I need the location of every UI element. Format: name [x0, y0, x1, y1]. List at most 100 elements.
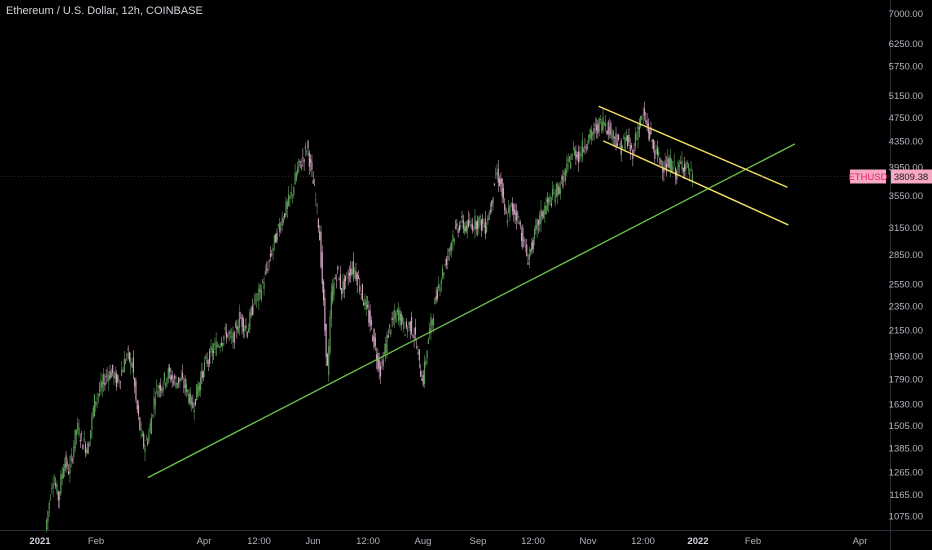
candle-body: [143, 433, 145, 448]
candle-body: [563, 172, 565, 176]
candle-body: [84, 443, 87, 453]
candle-body: [517, 211, 519, 219]
candle-body: [434, 298, 436, 305]
candle-body: [448, 249, 450, 252]
candle-body: [365, 301, 367, 310]
candle-body: [175, 382, 177, 389]
ascending-trendline[interactable]: [147, 143, 796, 479]
candle-body: [614, 136, 616, 139]
candle-body: [506, 220, 508, 224]
candle-body: [416, 346, 418, 348]
candle-body: [678, 165, 680, 167]
candle-body: [576, 154, 578, 157]
candle-body: [454, 226, 457, 228]
candle-body: [347, 277, 349, 279]
candle-body: [508, 207, 510, 213]
candle-body: [222, 342, 224, 347]
drawing-layer: [147, 105, 796, 479]
candle-body: [519, 222, 521, 226]
candle-body: [62, 467, 65, 479]
candle-body: [189, 392, 191, 405]
candle-body: [456, 223, 458, 227]
candle-body: [540, 209, 542, 225]
candle-body: [69, 463, 71, 474]
candle-body: [544, 205, 546, 215]
candle-body: [523, 240, 525, 241]
candle-body: [568, 157, 571, 159]
candle-body: [368, 309, 370, 323]
candle-body: [93, 394, 96, 417]
candle-body: [360, 294, 362, 295]
candle-body: [546, 199, 549, 202]
candle-body: [469, 220, 471, 224]
y-tick-label: 1790.00: [889, 375, 923, 386]
candle-body: [658, 151, 660, 156]
candle-body: [297, 166, 299, 174]
candle-body: [232, 333, 234, 343]
candle-body: [53, 483, 55, 484]
candle-body: [356, 273, 358, 286]
candle-body: [488, 212, 490, 220]
candle-body: [167, 368, 169, 379]
x-tick-label: Apr: [853, 536, 868, 547]
y-tick-label: 2150.00: [889, 325, 923, 336]
price-axis[interactable]: 7000.00 6250.00 5750.00 5150.00 4750.00 4350.…: [889, 9, 923, 523]
candle-body: [665, 163, 668, 172]
candle-body: [357, 275, 360, 279]
candle-body: [156, 384, 158, 386]
candle-body: [350, 268, 352, 276]
candle-body: [299, 161, 301, 163]
candle-body: [335, 279, 338, 281]
candle-body: [465, 225, 467, 231]
candle-body: [240, 317, 242, 319]
candle-body: [527, 262, 529, 265]
candle-body: [363, 302, 365, 306]
candle-body: [75, 429, 77, 436]
candle-body: [643, 108, 646, 116]
candle-body: [48, 502, 50, 510]
x-tick-label: Feb: [88, 536, 104, 547]
candle-body: [157, 390, 159, 397]
candle-body: [581, 140, 583, 158]
candle-body: [659, 157, 661, 165]
candle-body: [268, 259, 270, 263]
candle-body: [672, 166, 674, 171]
x-tick-label: Apr: [197, 536, 212, 547]
channel-upper-line[interactable]: [598, 105, 788, 188]
candle-body: [464, 227, 466, 232]
candle-body: [645, 120, 647, 122]
candle-body: [90, 430, 92, 439]
candle-body: [583, 148, 585, 153]
candle-body: [215, 341, 217, 356]
candle-body: [524, 246, 527, 248]
candle-body: [130, 358, 132, 366]
candle-body: [628, 134, 630, 143]
candle-body: [74, 429, 76, 449]
candle-body: [114, 372, 116, 380]
candle-body: [390, 329, 392, 335]
candle-body: [277, 224, 279, 226]
candle-body: [290, 191, 292, 196]
candle-body: [253, 308, 255, 310]
candle-body: [135, 380, 137, 400]
time-axis[interactable]: 2021 Feb Apr 12:00 Jun 12:00 Aug Sep 12:00 Nov 12:…: [29, 536, 867, 547]
candle-body: [370, 320, 373, 326]
candle-body: [479, 215, 481, 220]
candle-body: [680, 161, 682, 164]
candle-body: [498, 179, 501, 186]
candle-body: [369, 310, 371, 327]
candle-body: [81, 433, 83, 434]
candle-body: [320, 231, 322, 268]
candle-body: [91, 415, 93, 430]
candle-body: [545, 205, 547, 215]
candle-body: [264, 271, 266, 275]
candle-body: [650, 127, 652, 135]
candle-body: [676, 171, 678, 180]
candle-body: [202, 371, 204, 379]
candle-body: [470, 224, 472, 228]
channel-lower-line[interactable]: [602, 140, 789, 226]
candle-body: [691, 174, 693, 181]
candle-body: [630, 145, 633, 149]
candle-body: [620, 140, 622, 155]
